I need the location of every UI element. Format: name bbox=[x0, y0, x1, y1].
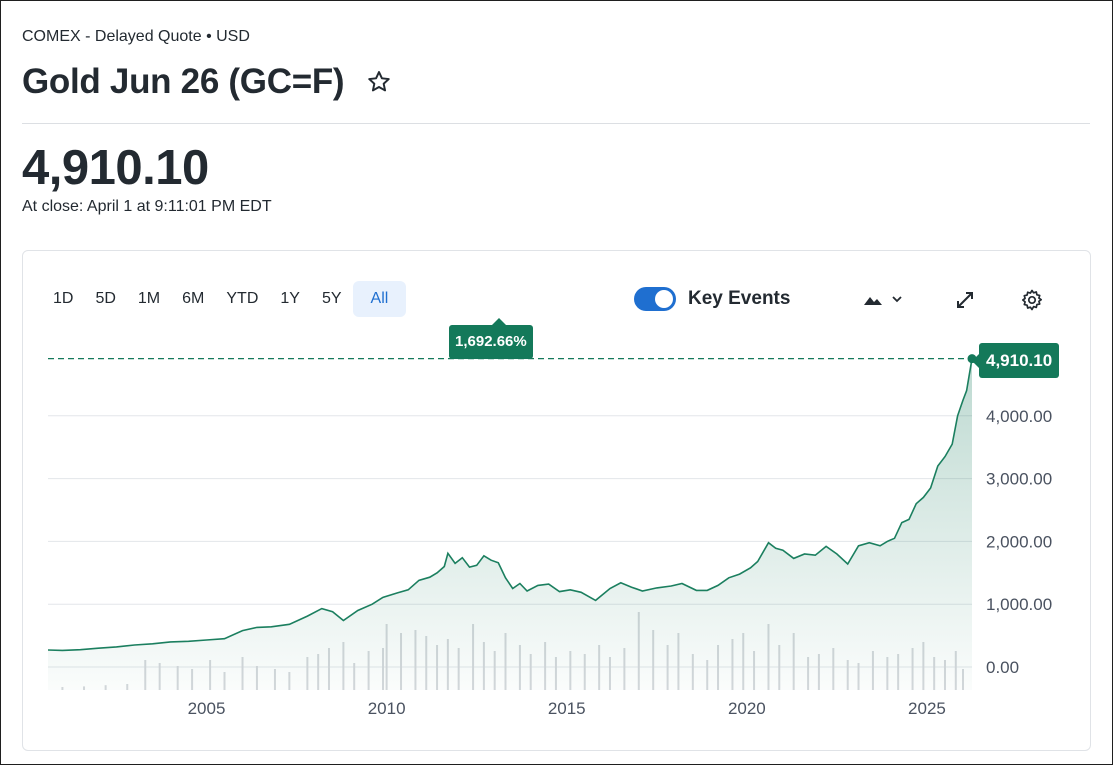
title-row: Gold Jun 26 (GC=F) bbox=[22, 62, 392, 102]
y-tick-label: 0.00 bbox=[986, 658, 1019, 677]
star-icon[interactable] bbox=[366, 69, 392, 95]
x-tick-label: 2005 bbox=[188, 699, 226, 718]
close-timestamp: At close: April 1 at 9:11:01 PM EDT bbox=[22, 198, 272, 215]
exchange-info: COMEX - Delayed Quote • USD bbox=[22, 28, 250, 45]
range-tab-5y[interactable]: 5Y bbox=[321, 290, 342, 307]
x-tick-label: 2025 bbox=[908, 699, 946, 718]
change-badge-pointer bbox=[492, 318, 506, 325]
header-divider bbox=[22, 123, 1090, 124]
range-tab-6m[interactable]: 6M bbox=[182, 290, 205, 307]
range-tab-1y[interactable]: 1Y bbox=[280, 290, 300, 307]
y-tick-label: 2,000.00 bbox=[986, 532, 1052, 551]
page-title: Gold Jun 26 (GC=F) bbox=[22, 62, 345, 101]
expand-icon[interactable] bbox=[953, 288, 977, 317]
key-events-toggle[interactable]: Key Events bbox=[634, 287, 790, 311]
key-events-label: Key Events bbox=[688, 288, 791, 309]
price-area bbox=[48, 358, 972, 690]
chart-type-selector[interactable] bbox=[862, 288, 904, 315]
x-tick-label: 2020 bbox=[728, 699, 766, 718]
y-tick-label: 4,000.00 bbox=[986, 407, 1052, 426]
range-tab-5d[interactable]: 5D bbox=[95, 290, 116, 307]
chart-panel bbox=[22, 250, 1091, 751]
range-tab-1d[interactable]: 1D bbox=[53, 290, 74, 307]
x-axis: 2005 2010 2015 2020 2025 bbox=[188, 699, 946, 718]
gear-icon[interactable] bbox=[1020, 288, 1044, 317]
toggle-switch[interactable] bbox=[634, 287, 676, 311]
price-line bbox=[47, 358, 973, 652]
chevron-down-icon bbox=[890, 292, 904, 311]
current-price: 4,910.10 bbox=[22, 141, 209, 195]
range-tab-ytd[interactable]: YTD bbox=[226, 290, 259, 307]
range-tabs: 1D 5D 1M 6M YTD 1Y 5Y All bbox=[42, 281, 407, 317]
y-tick-label: 3,000.00 bbox=[986, 470, 1052, 489]
y-axis: 0.00 1,000.00 2,000.00 3,000.00 4,000.00 bbox=[986, 407, 1052, 677]
range-tab-1m[interactable]: 1M bbox=[137, 290, 161, 307]
y-tick-label: 1,000.00 bbox=[986, 595, 1052, 614]
range-tab-all[interactable]: All bbox=[352, 281, 407, 317]
mountain-chart-icon bbox=[862, 288, 884, 315]
toggle-knob bbox=[655, 290, 673, 308]
last-price-badge-pointer bbox=[972, 354, 979, 368]
x-tick-label: 2010 bbox=[368, 699, 406, 718]
change-percent-badge: 1,692.66% bbox=[449, 325, 533, 359]
x-tick-label: 2015 bbox=[548, 699, 586, 718]
last-price-badge: 4,910.10 bbox=[979, 343, 1060, 378]
